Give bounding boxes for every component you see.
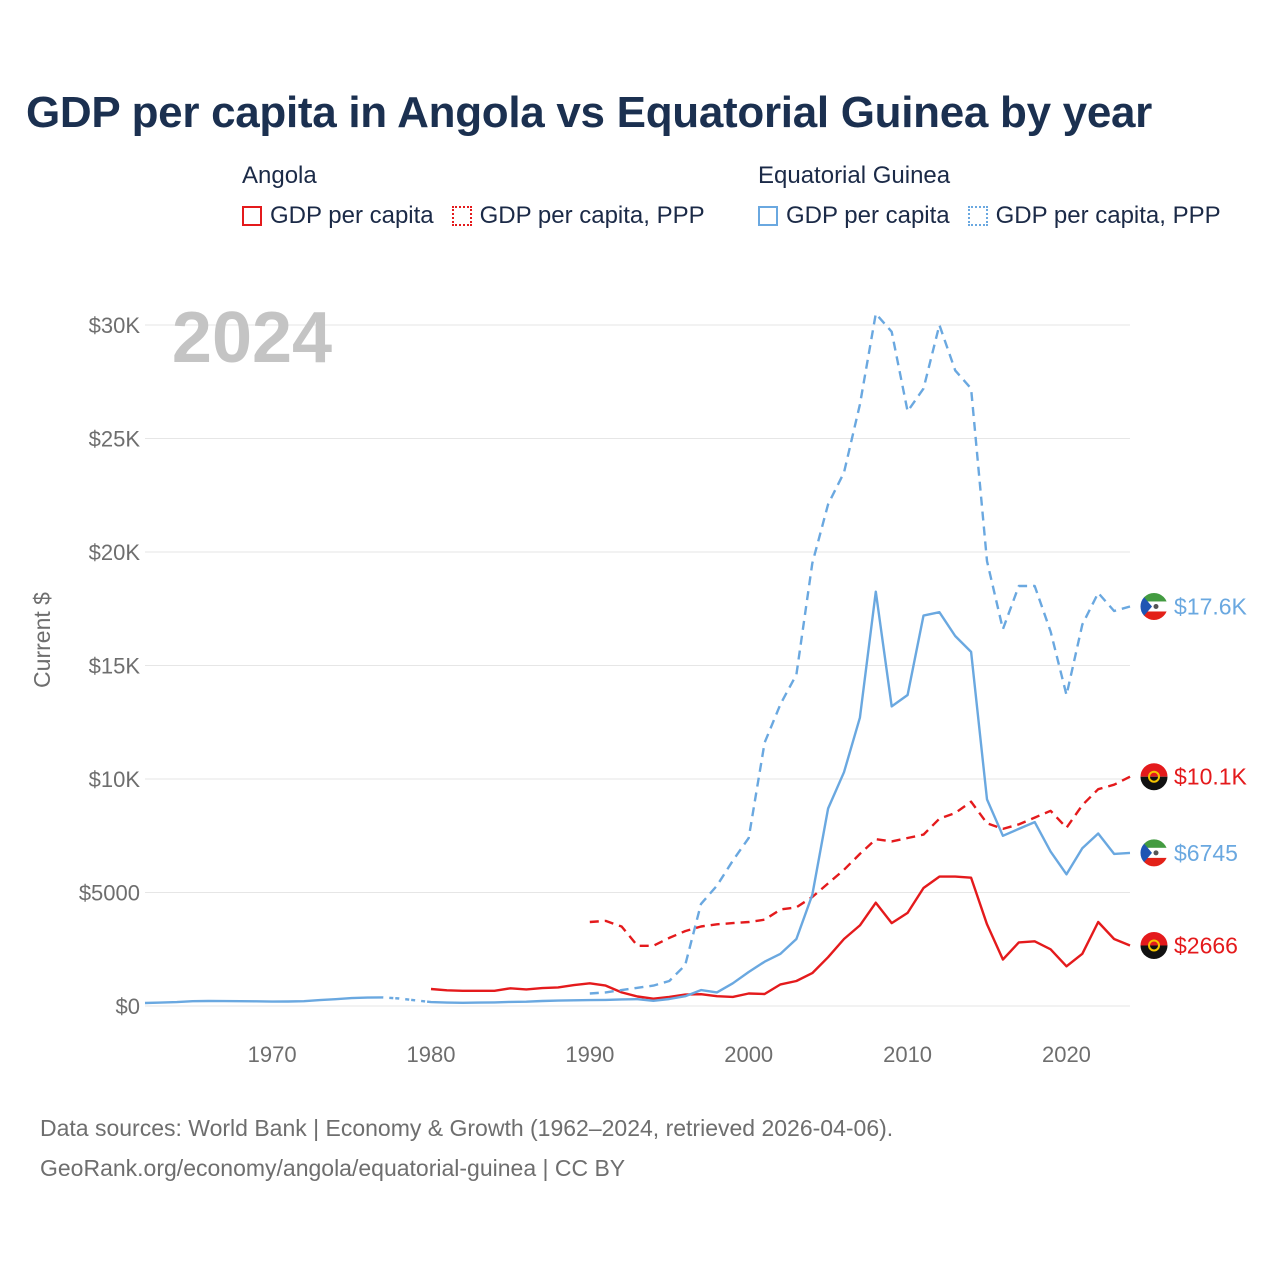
eqg-flag-icon (1140, 838, 1168, 867)
year-badge: 2024 (172, 298, 332, 378)
legend-angola: Angola GDP per capita GDP per capita, PP… (242, 162, 723, 230)
series-group (144, 312, 1131, 1005)
y-tick-label: $25K (89, 427, 141, 452)
end-marker-eqg-solid: $6745 (1139, 838, 1238, 868)
series-line-angola-dashed[interactable] (589, 775, 1131, 947)
series-line-eqg-solid[interactable] (144, 590, 1131, 1005)
angola-flag-icon (1140, 931, 1168, 960)
legend-swatch-solid-icon (758, 206, 778, 226)
line-chart: $0 $5000 $10K $15K $20K $25K $30K 1970 1980 1990 2… (29, 298, 1248, 1067)
x-tick-label: 2000 (724, 1042, 773, 1067)
end-value-label: $2666 (1174, 932, 1238, 958)
y-tick-label: $0 (116, 994, 140, 1019)
legend-label: GDP per capita, PPP (479, 202, 705, 229)
y-tick-label: $20K (89, 540, 141, 565)
series-line-angola-solid[interactable] (430, 875, 1131, 1000)
legend-equatorial-guinea: Equatorial Guinea GDP per capita GDP per… (758, 162, 1239, 230)
legend-label: GDP per capita, PPP (995, 202, 1221, 229)
end-value-label: $6745 (1174, 840, 1238, 866)
x-tick-label: 2010 (883, 1042, 932, 1067)
end-markers: $17.6K $10.1K $6745 $2666 (1139, 591, 1248, 960)
end-marker-angola-dashed: $10.1K (1139, 762, 1248, 792)
x-tick-label: 1990 (565, 1042, 614, 1067)
legend-label: GDP per capita (786, 202, 950, 229)
legend-group-label: Equatorial Guinea (758, 162, 951, 189)
y-tick-label: $5000 (79, 881, 140, 906)
eqg-flag-icon (1140, 592, 1168, 621)
y-tick-label: $30K (89, 313, 141, 338)
end-marker-eqg-dashed: $17.6K (1139, 591, 1248, 621)
legend-angola-ppp[interactable]: GDP per capita, PPP (451, 202, 705, 230)
legend-swatch-dotted-icon (451, 206, 472, 226)
legend-label: GDP per capita (270, 202, 434, 229)
legend-swatch-solid-icon (242, 206, 262, 226)
footer: Data sources: World Bank | Economy & Gro… (40, 1108, 893, 1188)
end-value-label: $17.6K (1174, 593, 1248, 619)
legend-swatch-dotted-icon (967, 206, 988, 226)
x-tick-label: 1980 (406, 1042, 455, 1067)
x-tick-label: 1970 (248, 1042, 297, 1067)
x-tick-label: 2020 (1042, 1042, 1091, 1067)
legend-angola-gdp[interactable]: GDP per capita (242, 202, 434, 230)
grid: $0 $5000 $10K $15K $20K $25K $30K 1970 1980 1990 2… (79, 313, 1130, 1067)
y-tick-label: $15K (89, 654, 141, 679)
y-tick-label: $10K (89, 767, 141, 792)
legend-eqg-ppp[interactable]: GDP per capita, PPP (967, 202, 1221, 230)
chart-title: GDP per capita in Angola vs Equatorial G… (26, 88, 1152, 137)
legend-group-label: Angola (242, 162, 317, 189)
series-line-eqg-dashed[interactable] (589, 312, 1131, 995)
angola-flag-icon (1140, 762, 1168, 791)
footer-sources: Data sources: World Bank | Economy & Gro… (40, 1115, 894, 1141)
end-value-label: $10.1K (1174, 764, 1248, 790)
end-marker-angola-solid: $2666 (1139, 930, 1238, 960)
footer-link[interactable]: GeoRank.org/economy/angola/equatorial-gu… (40, 1155, 626, 1181)
y-axis-label: Current $ (29, 592, 55, 688)
legend-eqg-gdp[interactable]: GDP per capita (758, 202, 950, 230)
